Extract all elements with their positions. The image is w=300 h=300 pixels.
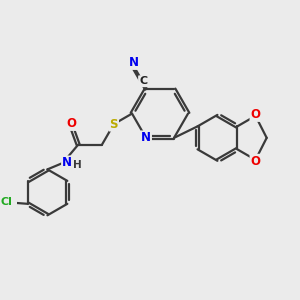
Text: C: C: [139, 76, 147, 86]
Text: O: O: [250, 155, 260, 168]
Text: N: N: [62, 156, 72, 170]
Text: N: N: [128, 56, 138, 69]
Text: H: H: [73, 160, 82, 170]
Text: O: O: [66, 117, 76, 130]
Text: S: S: [110, 118, 118, 130]
Text: N: N: [141, 131, 151, 144]
Text: Cl: Cl: [0, 197, 12, 207]
Text: O: O: [250, 108, 260, 121]
